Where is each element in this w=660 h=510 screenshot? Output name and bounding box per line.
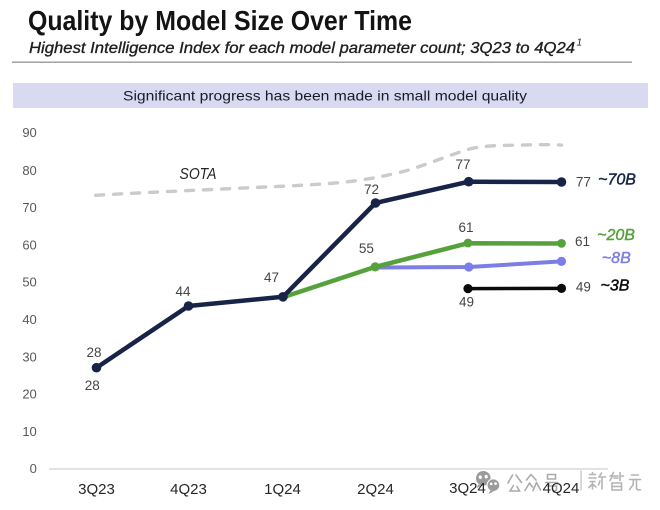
svg-text:0: 0 bbox=[30, 461, 37, 476]
svg-text:3Q24: 3Q24 bbox=[449, 480, 486, 497]
svg-text:20: 20 bbox=[22, 387, 36, 402]
svg-text:44: 44 bbox=[175, 284, 191, 299]
svg-text:10: 10 bbox=[22, 424, 36, 439]
svg-text:3Q23: 3Q23 bbox=[78, 481, 115, 498]
svg-text:~20B: ~20B bbox=[597, 227, 635, 244]
svg-text:49: 49 bbox=[576, 280, 591, 295]
svg-text:28: 28 bbox=[86, 345, 101, 360]
svg-text:49: 49 bbox=[459, 295, 474, 310]
svg-text:1Q24: 1Q24 bbox=[264, 481, 301, 498]
svg-text:28: 28 bbox=[85, 378, 100, 393]
svg-text:1: 1 bbox=[577, 38, 583, 49]
svg-text:60: 60 bbox=[22, 237, 36, 252]
svg-text:SOTA: SOTA bbox=[180, 166, 217, 183]
svg-text:Quality by Model Size Over Tim: Quality by Model Size Over Time bbox=[28, 5, 412, 36]
svg-text:70: 70 bbox=[22, 200, 36, 215]
svg-text:61: 61 bbox=[575, 234, 590, 249]
svg-text:40: 40 bbox=[22, 312, 36, 327]
svg-text:~8B: ~8B bbox=[602, 250, 631, 267]
svg-text:Highest Intelligence Index for: Highest Intelligence Index for each mode… bbox=[29, 40, 575, 57]
svg-text:80: 80 bbox=[22, 163, 36, 178]
svg-text:77: 77 bbox=[455, 157, 470, 172]
svg-text:30: 30 bbox=[22, 349, 36, 364]
svg-text:4Q23: 4Q23 bbox=[170, 481, 207, 498]
svg-text:61: 61 bbox=[458, 220, 473, 235]
svg-text:~70B: ~70B bbox=[598, 172, 636, 189]
svg-text:~3B: ~3B bbox=[601, 277, 630, 294]
svg-text:72: 72 bbox=[364, 182, 379, 197]
svg-text:2Q24: 2Q24 bbox=[357, 481, 394, 498]
svg-text:90: 90 bbox=[22, 125, 36, 140]
svg-text:50: 50 bbox=[22, 275, 36, 290]
svg-text:77: 77 bbox=[576, 175, 591, 190]
svg-text:Significant progress has been: Significant progress has been made in sm… bbox=[123, 88, 527, 104]
svg-text:47: 47 bbox=[264, 270, 279, 285]
svg-text:4Q24: 4Q24 bbox=[543, 480, 580, 497]
svg-text:55: 55 bbox=[359, 241, 374, 256]
